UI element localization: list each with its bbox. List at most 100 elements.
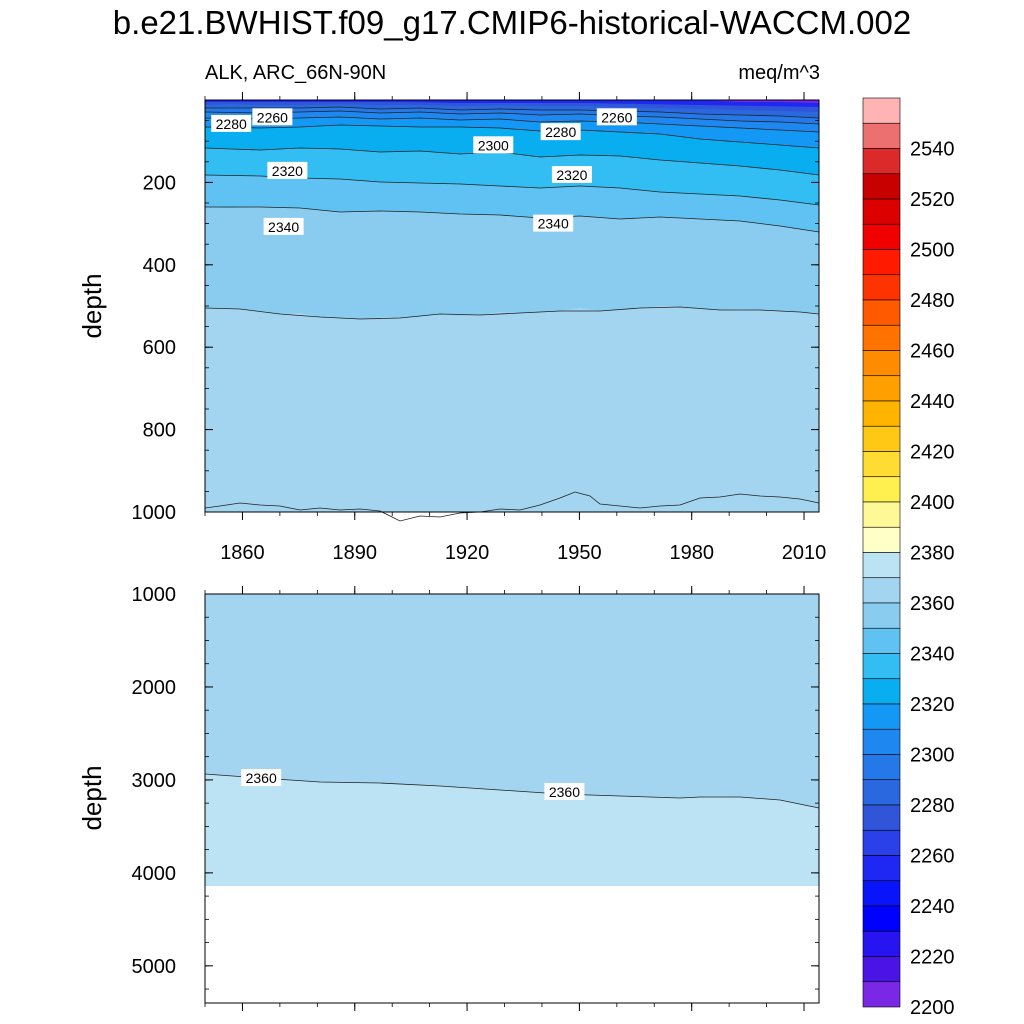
colorbar-swatch [862, 97, 901, 124]
colorbar-swatch [862, 653, 901, 680]
contour-label-text: 2260 [257, 109, 288, 125]
colorbar-swatch [862, 678, 901, 705]
colorbar-label: 2360 [910, 593, 955, 615]
contour-label: 2340 [533, 214, 574, 232]
colorbar-swatch [862, 981, 901, 1008]
contour-label: 2300 [473, 136, 514, 154]
colorbar-swatch [862, 855, 901, 882]
y-tick-label: 1000 [132, 502, 177, 524]
y-tick-label: 5000 [132, 956, 177, 978]
colorbar-swatch [862, 577, 901, 604]
lower-panel: 2360 2360 1000 2000 3000 4000 5000 depth [77, 584, 820, 1011]
contour-label: 2260 [596, 108, 637, 126]
colorbar-swatch [862, 324, 901, 351]
contour-label-text: 2360 [549, 784, 580, 800]
contour-label: 2360 [241, 769, 282, 787]
colorbar-swatch [862, 880, 901, 907]
contour-label: 2320 [551, 165, 592, 183]
contour-label-text: 2320 [272, 163, 303, 179]
x-tick-label: 1920 [445, 542, 490, 564]
colorbar-swatch [862, 400, 901, 427]
y-tick-label: 3000 [132, 770, 177, 792]
y-tick-label: 800 [143, 420, 176, 442]
colorbar-swatch [862, 552, 901, 579]
colorbar-swatch [862, 930, 901, 957]
colorbar-label: 2200 [910, 997, 955, 1019]
colorbar-label: 2480 [910, 290, 955, 312]
colorbar-label: 2340 [910, 644, 955, 666]
contour-label: 2260 [252, 108, 293, 126]
contour-label-bg [211, 114, 252, 132]
units-label: meq/m^3 [738, 62, 820, 84]
colorbar-label: 2320 [910, 694, 955, 716]
contour-label-text: 2280 [545, 124, 576, 140]
colorbar-label: 2280 [910, 795, 955, 817]
contour-label-bg [544, 782, 585, 800]
band-2350 [205, 292, 819, 512]
colorbar-swatch [862, 476, 901, 503]
colorbar-swatch [862, 375, 901, 402]
colorbar-swatch [862, 829, 901, 856]
colorbar-label: 2260 [910, 846, 955, 868]
contour-label-text: 2260 [601, 109, 632, 125]
y-tick-label: 600 [143, 337, 176, 359]
colorbar-label: 2380 [910, 543, 955, 565]
contour-label-bg [551, 165, 592, 183]
colorbar-label: 2400 [910, 492, 955, 514]
colorbar-label: 2300 [910, 745, 955, 767]
contour-label-text: 2340 [268, 219, 299, 235]
colorbar-swatch [862, 754, 901, 781]
x-tick-label: 1950 [557, 542, 602, 564]
variable-label: ALK, ARC_66N-90N [205, 62, 387, 84]
contour-label-bg [267, 161, 308, 179]
colorbar-swatch [862, 602, 901, 629]
colorbar-swatch [862, 728, 901, 755]
colorbar-swatch [862, 425, 901, 452]
colorbar-swatch [862, 779, 901, 806]
colorbar-label: 2520 [910, 189, 955, 211]
contour-label-text: 2280 [216, 116, 247, 132]
colorbar-swatch [862, 703, 901, 730]
colorbar-swatch [862, 223, 901, 250]
colorbar-swatch [862, 451, 901, 478]
colorbar-swatch [862, 526, 901, 553]
colorbar-swatch [862, 299, 901, 326]
x-tick-label: 1890 [333, 542, 378, 564]
contour-label: 2340 [263, 217, 304, 235]
colorbar-swatch [862, 956, 901, 983]
y-tick-label: 400 [143, 255, 176, 277]
colorbar-label: 2220 [910, 947, 955, 969]
contour-label-bg [252, 108, 293, 126]
colorbar-swatch [862, 148, 901, 175]
y-axis-label: depth [77, 765, 107, 830]
band-2360-plus [205, 774, 819, 886]
colorbar-swatch [862, 122, 901, 149]
x-tick-label: 2010 [782, 542, 827, 564]
contour-label-text: 2300 [478, 137, 509, 153]
colorbar-label: 2440 [910, 391, 955, 413]
colorbar-swatch [862, 173, 901, 200]
upper-panel: 2260 2280 2260 2280 2300 2320 2320 2340 2340 200… [77, 92, 826, 564]
colorbar-swatch [862, 501, 901, 528]
colorbar-swatch [862, 350, 901, 377]
y-tick-label: 1000 [132, 584, 177, 606]
colorbar-label: 2500 [910, 240, 955, 262]
colorbar-swatch [862, 249, 901, 276]
contour-label: 2360 [544, 782, 585, 800]
colorbar-label: 2240 [910, 896, 955, 918]
colorbar-label: 2460 [910, 341, 955, 363]
y-tick-label: 200 [143, 172, 176, 194]
y-axis-label: depth [77, 273, 107, 338]
x-tick-label: 1980 [669, 542, 714, 564]
contour-label-bg [596, 108, 637, 126]
colorbar-swatch [862, 627, 901, 654]
contour-label-bg [263, 217, 304, 235]
y-tick-label: 2000 [132, 677, 177, 699]
contour-label-bg [533, 214, 574, 232]
colorbar-label: 2540 [910, 139, 955, 161]
contour-label-text: 2360 [246, 770, 277, 786]
contour-label: 2320 [267, 161, 308, 179]
x-tick-label: 1860 [220, 542, 265, 564]
colorbar-swatch [862, 274, 901, 301]
